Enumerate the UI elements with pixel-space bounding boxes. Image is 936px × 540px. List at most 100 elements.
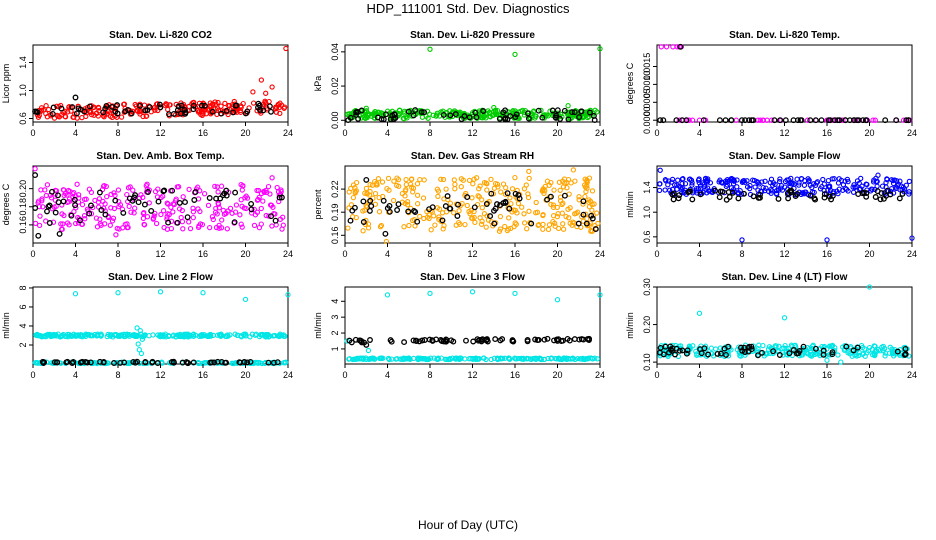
data-point [181,103,188,110]
x-axis: 0 4 8 12 16 20 24 [654,364,917,380]
data-point [769,188,775,194]
data-point [580,356,586,362]
data-point [471,214,477,221]
data-point [551,187,557,193]
x-axis: 0 4 8 12 16 20 24 [342,243,605,259]
data-point [190,209,197,215]
data-point [79,114,85,121]
x-tick-label: 24 [283,370,293,380]
data-point [526,175,532,182]
x-tick-label: 4 [385,370,390,380]
data-point [824,237,830,243]
data-point [454,213,461,219]
data-point [750,193,757,200]
data-point [239,203,245,209]
data-point [676,117,683,123]
data-point [125,107,131,113]
y-axis-label: ml/min [1,312,11,339]
data-point [155,198,162,205]
data-point [560,226,567,232]
data-point [812,117,819,124]
y-tick-label: 0.20 [18,180,28,198]
data-point [440,226,446,232]
data-point [669,176,676,183]
data-point [201,331,207,338]
data-point [478,221,485,227]
data-point [791,181,797,187]
data-point [496,115,503,122]
data-point [164,200,170,206]
data-point [140,113,146,120]
data-point [50,104,57,111]
data-point [503,185,509,191]
data-point [124,191,130,198]
plot-frame [32,286,289,365]
data-point [200,290,206,296]
x-tick-label: 24 [907,128,917,138]
data-point [850,184,856,190]
data-point [65,334,71,340]
data-point [210,216,216,223]
data-point [72,202,79,209]
data-point [575,220,582,227]
data-point [62,108,68,114]
data-point [32,166,38,172]
x-tick-label: 4 [73,249,78,259]
data-point [508,201,514,207]
data-point [909,235,915,241]
data-point [682,181,689,187]
x-tick-label: 8 [115,128,120,138]
data-point [116,199,122,205]
data-point [658,44,664,50]
data-point [576,194,582,200]
data-point [165,201,171,207]
data-point [175,103,182,110]
data-point [360,198,367,205]
data-point [122,108,129,115]
data-point [487,114,494,120]
data-point [211,359,218,366]
data-point [512,355,518,361]
data-point [488,190,495,197]
data-point [386,208,393,215]
data-point [741,190,747,197]
x-tick-label: 0 [654,128,659,138]
data-point [102,211,109,218]
data-point [421,109,428,116]
data-point [255,187,262,194]
data-point [218,183,225,189]
data-point [140,194,146,201]
data-point [424,214,431,220]
chart-panel-1: Stan. Dev. Li-820 CO2 Licor ppm 0 4 8 12 16 20 2… [1,30,293,138]
data-point [375,176,382,182]
data-point [402,193,408,199]
data-point [835,352,841,358]
data-point [260,107,267,114]
data-point [770,182,776,188]
x-tick-label: 8 [739,370,744,380]
data-point [675,195,682,202]
data-point [452,111,459,118]
data-point [32,108,39,115]
data-point [175,184,182,190]
data-point [882,353,888,359]
data-point [785,195,792,202]
data-point [775,195,782,202]
data-point [455,201,461,208]
data-point [705,351,712,358]
data-point [484,213,490,219]
data-point [673,342,679,349]
data-point [222,359,229,366]
data-point [484,338,491,345]
chart-panel-2: Stan. Dev. Li-820 Pressure kPa 0 4 8 12 16 20 24… [313,30,605,138]
data-point [58,102,64,109]
data-point [894,348,901,355]
data-point [557,116,564,122]
data-point [831,176,837,182]
data-point [472,109,479,116]
data-point [96,189,103,196]
y-tick-label: 1 [330,346,340,351]
data-point [533,113,539,119]
data-point [435,193,441,200]
data-point [835,180,842,186]
